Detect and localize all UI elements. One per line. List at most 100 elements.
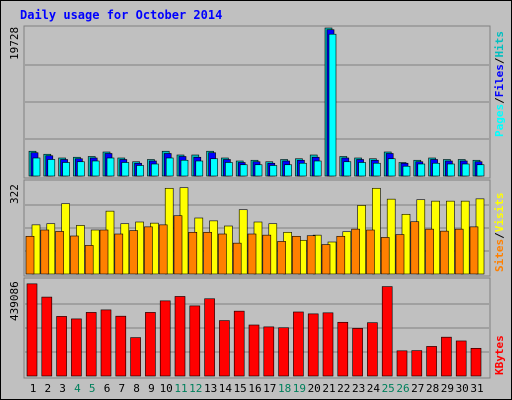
bar-pages [328, 33, 337, 177]
legend-hits-files-pages: Pages/Files/Hits [493, 31, 506, 137]
bar-pages [254, 164, 263, 177]
bar-kbytes [100, 309, 112, 377]
bar-pages [461, 163, 470, 177]
bar-kbytes [307, 313, 319, 377]
bar-sites [70, 235, 79, 275]
x-tick-label: 12 [189, 382, 202, 395]
bar-kbytes [41, 296, 53, 377]
bar-pages [239, 164, 248, 177]
legend-kbytes: KBytes [493, 335, 506, 375]
bars-layer [25, 27, 485, 377]
bar-kbytes [367, 322, 378, 377]
chart-title: Daily usage for October 2014 [20, 8, 222, 22]
x-tick-label: 22 [337, 382, 350, 395]
x-tick-label: 31 [470, 382, 483, 395]
bar-kbytes [115, 315, 127, 377]
x-tick-label: 18 [278, 382, 291, 395]
x-tick-label: 24 [367, 382, 381, 395]
bar-sites [99, 229, 109, 275]
x-tick-label: 10 [160, 382, 173, 395]
bar-kbytes [174, 296, 186, 377]
bar-kbytes [233, 310, 245, 377]
bar-pages [62, 162, 70, 177]
bar-sites [277, 241, 286, 275]
bar-sites [292, 235, 301, 275]
bar-sites [454, 228, 464, 275]
bar-pages [447, 163, 455, 177]
bar-kbytes [145, 312, 156, 377]
ymax-label-hits: 19728 [8, 27, 21, 60]
bar-pages [284, 164, 292, 177]
x-tick-label: 17 [263, 382, 276, 395]
legend-files: Files [493, 64, 506, 97]
ymax-label-kbytes: 439086 [8, 281, 21, 321]
x-tick-label: 26 [396, 382, 409, 395]
bar-pages [373, 162, 381, 177]
bar-pages [151, 163, 159, 177]
bar-kbytes [337, 321, 349, 377]
bar-sites [84, 245, 94, 275]
bar-sites [40, 229, 50, 275]
bar-sites [410, 221, 420, 275]
bar-kbytes [293, 311, 304, 377]
bar-pages [476, 164, 485, 177]
bar-sites [232, 242, 242, 275]
bar-sites [425, 228, 434, 275]
x-tick-label: 3 [59, 382, 66, 395]
bar-sites [173, 215, 183, 275]
bar-kbytes [352, 328, 363, 377]
bar-pages [387, 158, 396, 177]
bar-kbytes [159, 300, 171, 377]
bar-sites [395, 234, 405, 275]
bar-pages [225, 162, 233, 177]
x-tick-label: 16 [248, 382, 261, 395]
bar-sites [55, 231, 64, 275]
bar-kbytes [26, 283, 38, 377]
bar-sites [336, 235, 346, 275]
bar-pages [299, 162, 307, 177]
bar-kbytes [411, 350, 423, 377]
bar-sites [351, 228, 360, 275]
bar-pages [106, 157, 115, 177]
bar-sites [366, 229, 375, 275]
bar-kbytes [71, 318, 82, 377]
bar-pages [343, 161, 352, 177]
x-tick-label: 1 [30, 382, 37, 395]
bar-kbytes [426, 346, 437, 377]
bar-pages [210, 158, 218, 177]
bar-pages [121, 162, 130, 177]
legend-pages: Pages [493, 104, 506, 137]
bar-sites [247, 233, 257, 275]
bar-sites [469, 226, 479, 275]
bar-pages [402, 165, 411, 177]
bar-kbytes [396, 350, 408, 377]
legend-sep-2: / [493, 57, 506, 64]
legend-sep-1: / [493, 97, 506, 104]
bar-sites [262, 234, 272, 275]
x-tick-label: 19 [293, 382, 306, 395]
bar-kbytes [85, 312, 97, 377]
x-axis-labels: 1 2 3 4 5 6 7 8 9 10 11 12 13 14 15 16 17 18 19 20 21 22 23 24 2… [30, 382, 484, 395]
bar-sites [188, 231, 198, 275]
x-tick-label: 29 [441, 382, 454, 395]
x-tick-label: 6 [104, 382, 111, 395]
legend-hits: Hits [493, 31, 506, 58]
bar-sites [129, 230, 138, 275]
legend-visits-sites: Sites/Visits [493, 193, 506, 273]
x-tick-label: 14 [219, 382, 233, 395]
bar-sites [114, 233, 124, 275]
bar-kbytes [322, 312, 334, 377]
bar-sites [321, 244, 331, 275]
x-tick-label: 11 [174, 382, 187, 395]
bar-kbytes [278, 327, 289, 377]
x-tick-label: 20 [308, 382, 321, 395]
bar-pages [269, 165, 278, 177]
bar-kbytes [470, 347, 482, 377]
x-tick-label: 15 [234, 382, 247, 395]
bar-sites [380, 237, 390, 275]
bar-sites [158, 224, 168, 275]
bar-pages [358, 162, 366, 177]
x-tick-label: 21 [322, 382, 335, 395]
x-tick-label: 23 [352, 382, 365, 395]
